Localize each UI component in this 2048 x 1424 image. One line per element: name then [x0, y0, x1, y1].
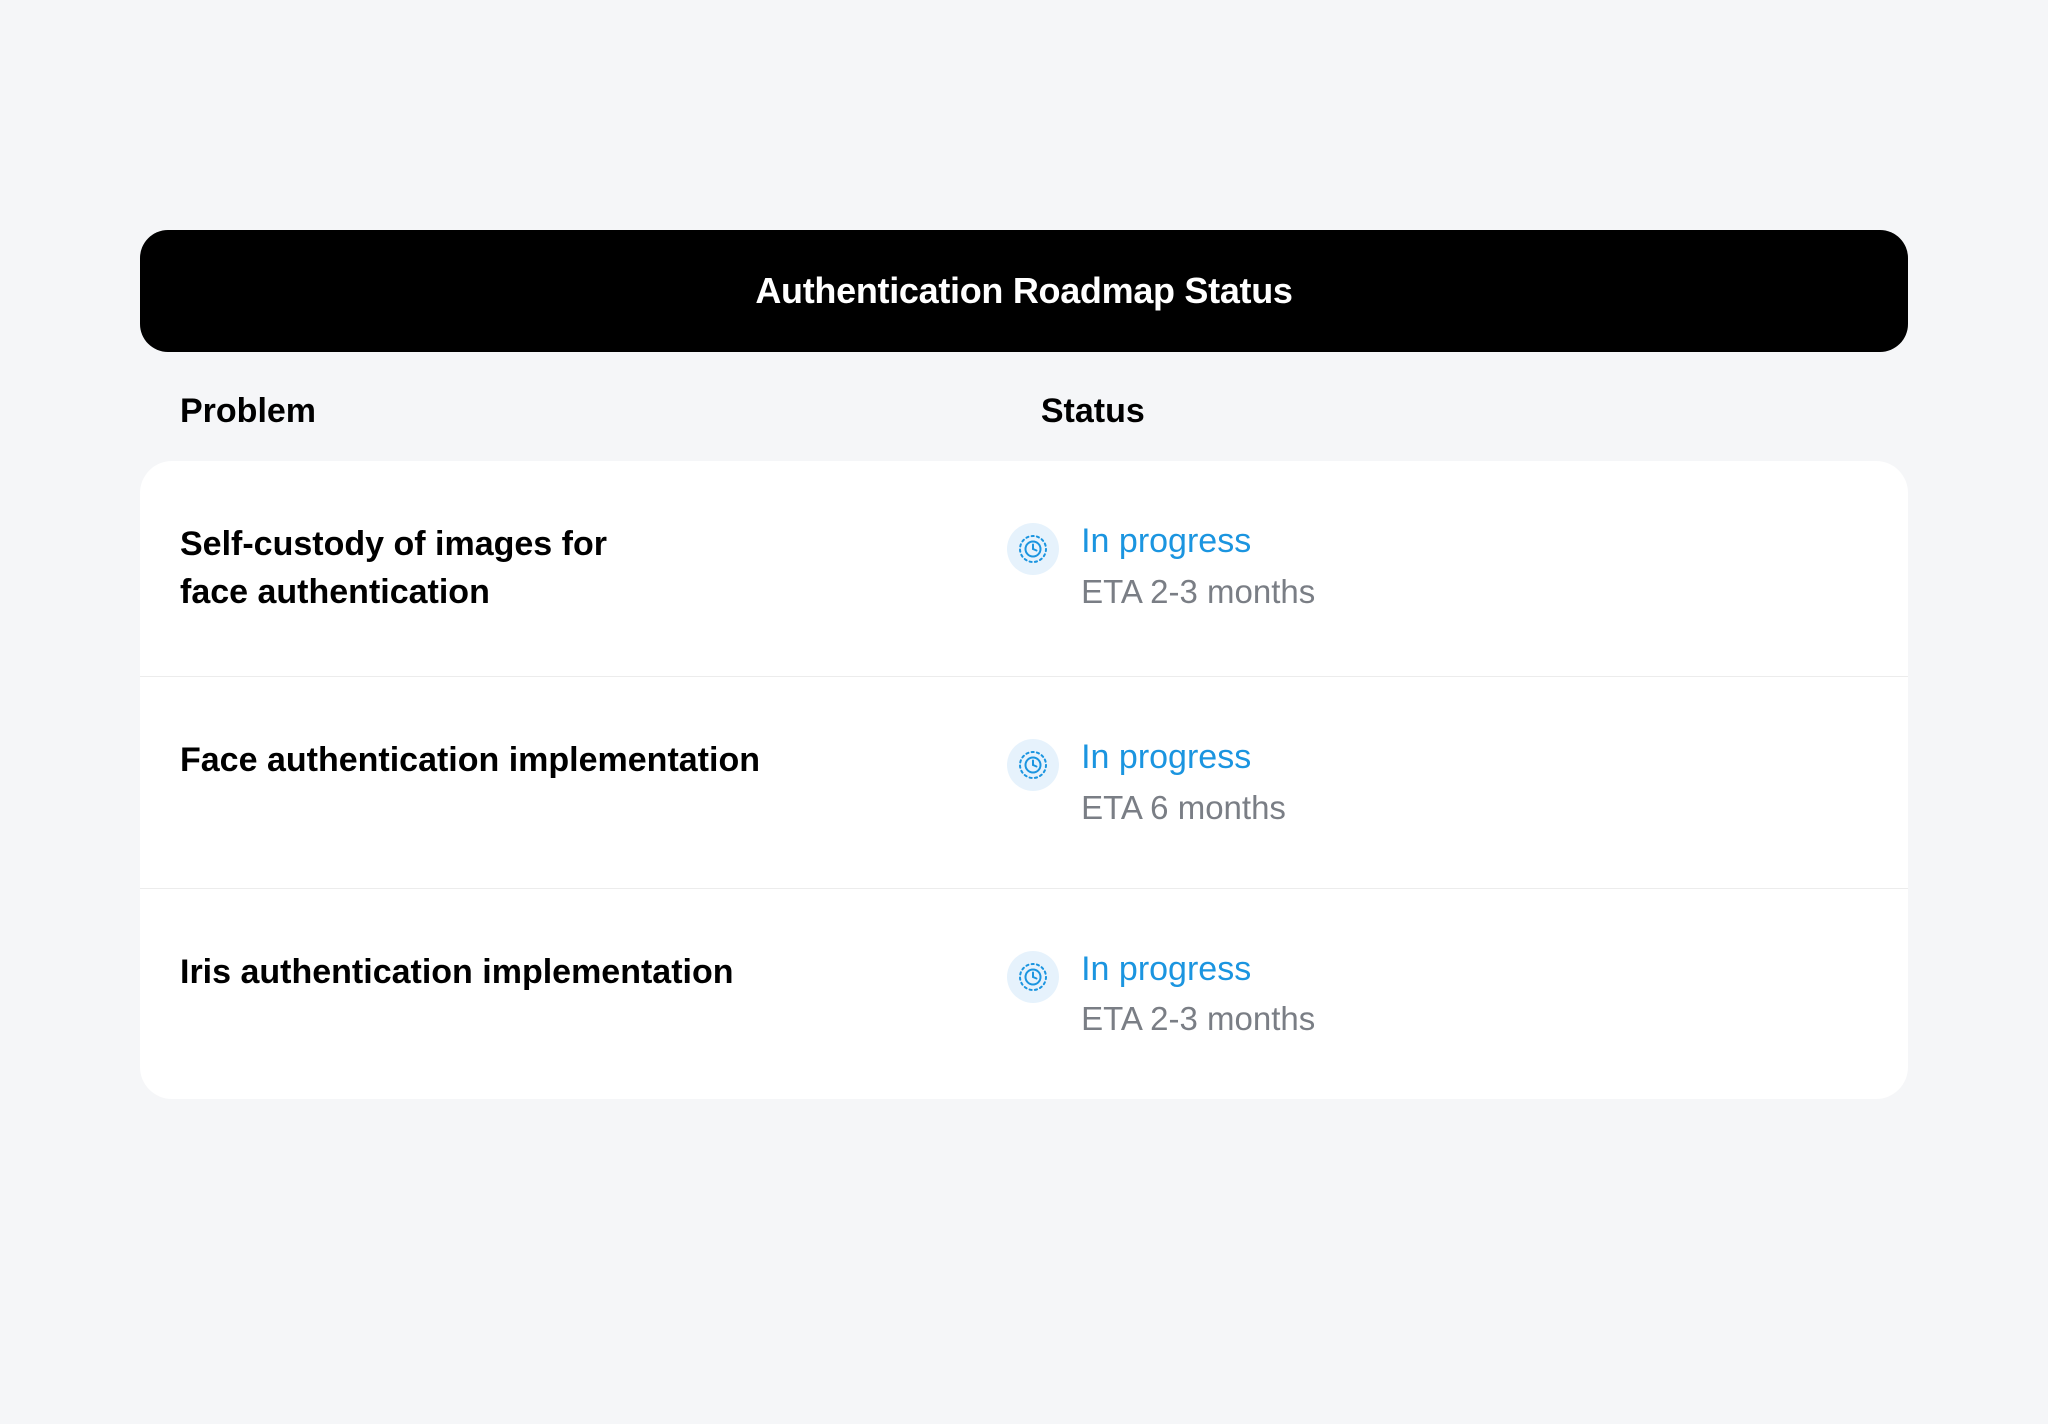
clock-in-progress-icon — [1007, 951, 1059, 1003]
clock-in-progress-icon — [1007, 523, 1059, 575]
clock-in-progress-icon — [1007, 739, 1059, 791]
table-row: Face authentication implementation In pr… — [140, 677, 1908, 888]
row-status-group: In progress ETA 6 months — [1007, 737, 1868, 827]
row-status-group: In progress ETA 2-3 months — [1007, 949, 1868, 1039]
status-eta: ETA 6 months — [1081, 788, 1286, 828]
title-bar: Authentication Roadmap Status — [140, 230, 1908, 352]
column-headers: Problem Status — [140, 352, 1908, 461]
column-header-problem: Problem — [180, 392, 1041, 431]
status-card: Self-custody of images forface authentic… — [140, 461, 1908, 1099]
status-label: In progress — [1081, 521, 1315, 562]
status-text-group: In progress ETA 2-3 months — [1081, 949, 1315, 1039]
table-row: Iris authentication implementation In pr… — [140, 889, 1908, 1099]
column-header-status: Status — [1041, 392, 1868, 431]
status-text-group: In progress ETA 6 months — [1081, 737, 1286, 827]
row-problem-text: Iris authentication implementation — [180, 949, 1007, 1039]
status-eta: ETA 2-3 months — [1081, 999, 1315, 1039]
status-text-group: In progress ETA 2-3 months — [1081, 521, 1315, 611]
row-status-group: In progress ETA 2-3 months — [1007, 521, 1868, 616]
row-problem-text: Self-custody of images forface authentic… — [180, 521, 1007, 616]
table-row: Self-custody of images forface authentic… — [140, 461, 1908, 677]
roadmap-container: Authentication Roadmap Status Problem St… — [140, 230, 1908, 1099]
status-label: In progress — [1081, 949, 1315, 990]
status-eta: ETA 2-3 months — [1081, 572, 1315, 612]
status-label: In progress — [1081, 737, 1286, 778]
row-problem-text: Face authentication implementation — [180, 737, 1007, 827]
title-text: Authentication Roadmap Status — [755, 270, 1292, 311]
